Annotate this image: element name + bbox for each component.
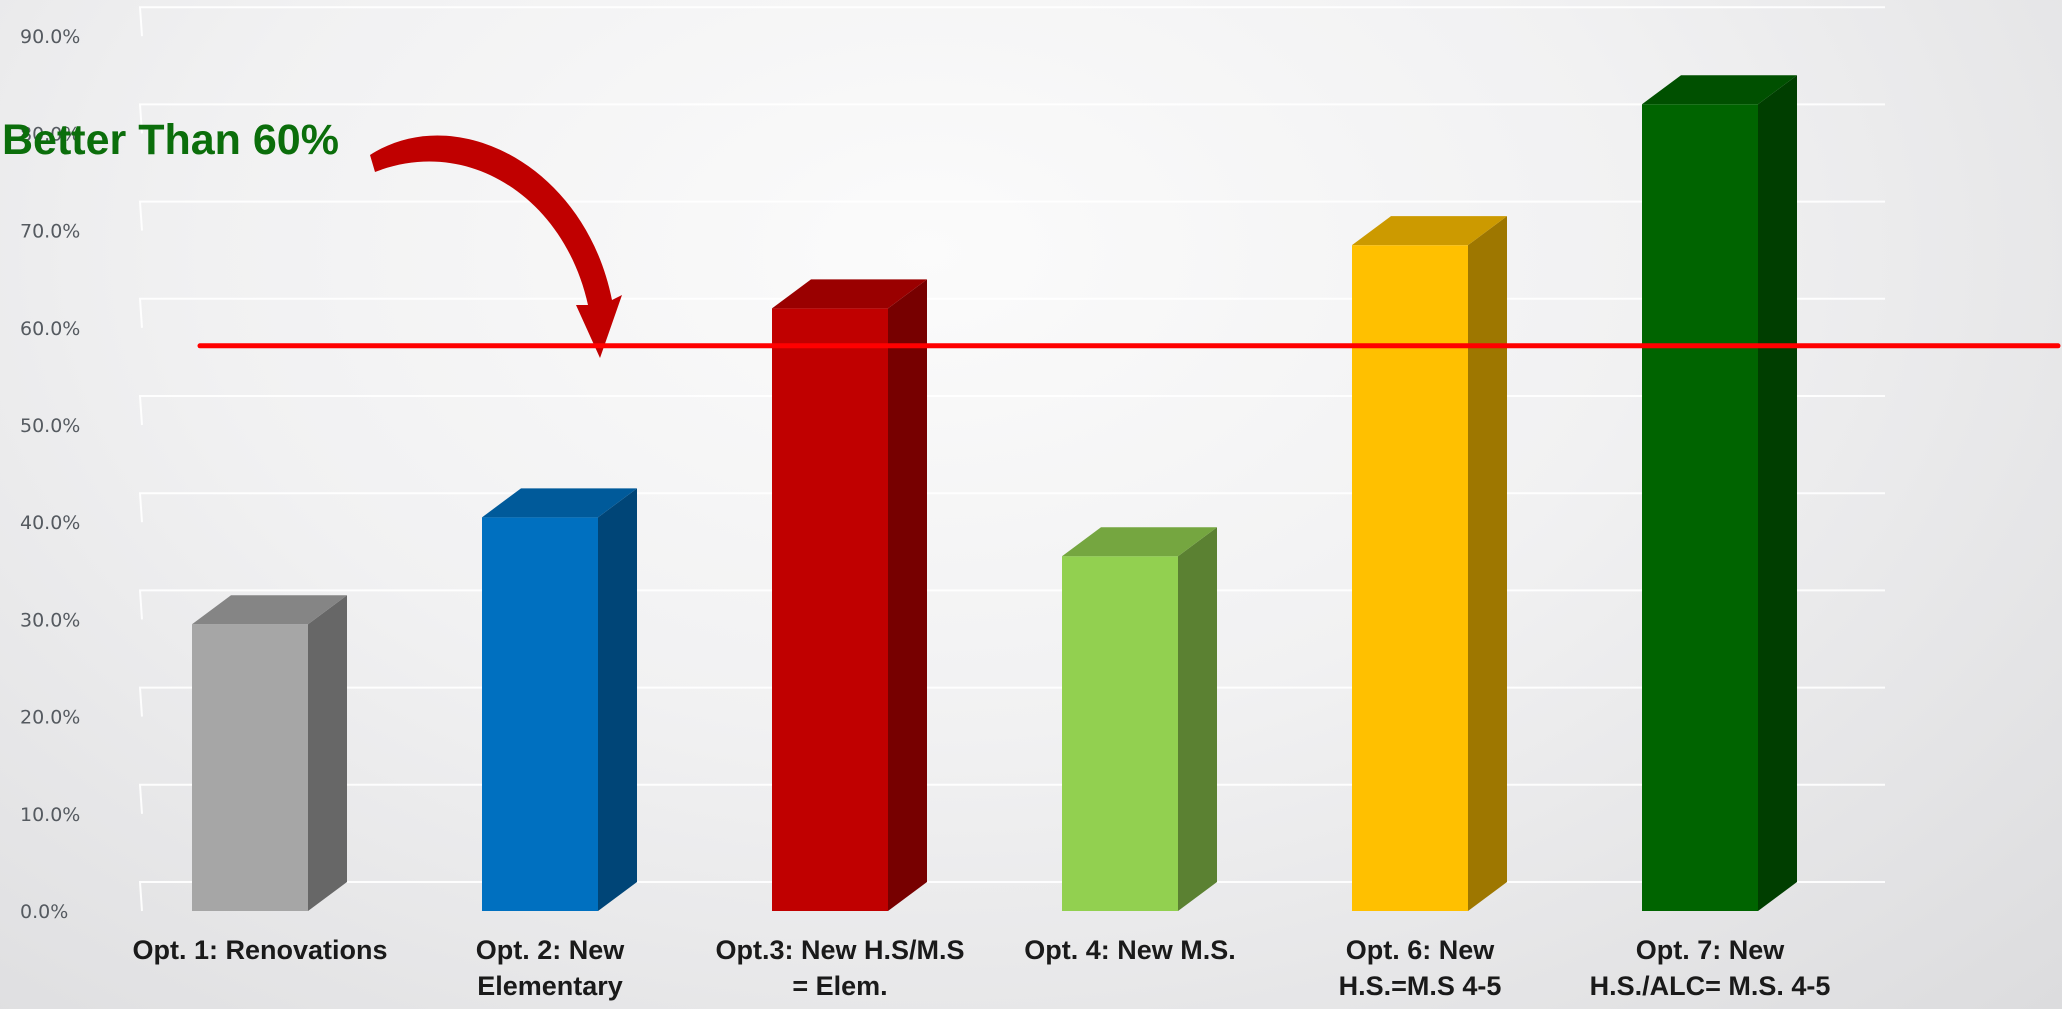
bar-front-face <box>1642 104 1758 912</box>
bar-front-face <box>1062 556 1178 911</box>
bar-top-face <box>192 595 347 625</box>
gridline <box>138 297 1885 328</box>
bar-top-face <box>772 279 927 309</box>
y-tick-label: 0.0% <box>20 901 68 923</box>
annotation-overlay: Better Than 60% <box>2 116 2061 358</box>
gridline <box>138 492 1885 523</box>
bar-top-face <box>1352 216 1507 246</box>
x-category-label: Opt. 4: New M.S. <box>1024 935 1236 965</box>
bar-top-face <box>1642 75 1797 105</box>
bar-front-face <box>192 624 308 911</box>
gridlines <box>138 6 1885 912</box>
x-category-label: Opt. 1: Renovations <box>132 935 387 965</box>
y-tick-label: 10.0% <box>20 804 80 826</box>
bars <box>192 75 1797 912</box>
curved-arrow-icon <box>370 135 622 358</box>
y-axis-tick-labels: 0.0% 10.0% 20.0% 30.0% 40.0% 50.0% 60.0% 70.0% 8… <box>20 26 80 923</box>
gridline <box>138 783 1885 814</box>
bar <box>1352 216 1507 911</box>
bar <box>772 279 927 911</box>
bar-side-face <box>308 595 347 911</box>
x-category-label: Opt. 2: New <box>476 935 626 965</box>
x-category-label: Elementary <box>477 971 623 1001</box>
x-category-label: H.S.=M.S 4-5 <box>1339 971 1502 1001</box>
y-tick-label: 60.0% <box>20 318 80 340</box>
x-category-label: Opt. 6: New <box>1346 935 1496 965</box>
bar <box>1062 527 1217 911</box>
gridline <box>138 6 1885 37</box>
x-category-label: Opt.3: New H.S/M.S <box>715 935 964 965</box>
bar-side-face <box>1758 75 1797 912</box>
x-category-label: H.S./ALC= M.S. 4-5 <box>1590 971 1831 1001</box>
bar-front-face <box>772 308 888 911</box>
x-category-label: = Elem. <box>792 971 887 1001</box>
gridline <box>138 881 1885 912</box>
gridline <box>138 103 1885 134</box>
x-category-label: Opt. 7: New <box>1636 935 1786 965</box>
bar-side-face <box>1468 216 1507 911</box>
bar-top-face <box>1062 527 1217 557</box>
bar <box>192 595 347 911</box>
bar-side-face <box>888 279 927 911</box>
bar-side-face <box>598 488 637 911</box>
bar <box>1642 75 1797 912</box>
gridline <box>138 589 1885 620</box>
gridline <box>138 395 1885 426</box>
x-axis-category-labels: Opt. 1: Renovations Opt. 2: New Elementary… <box>132 935 1830 1001</box>
bar-top-face <box>482 488 637 518</box>
y-tick-label: 30.0% <box>20 609 80 631</box>
bar-side-face <box>1178 527 1217 911</box>
y-tick-label: 40.0% <box>20 512 80 534</box>
y-tick-label: 50.0% <box>20 415 80 437</box>
bar-front-face <box>1352 245 1468 911</box>
bar <box>482 488 637 911</box>
y-tick-label: 80.0% <box>20 123 80 145</box>
annotation-label: Better Than 60% <box>2 116 339 164</box>
gridline <box>138 686 1885 717</box>
y-tick-label: 20.0% <box>20 707 80 729</box>
gridline <box>138 200 1885 231</box>
bar-front-face <box>482 517 598 911</box>
y-tick-label: 70.0% <box>20 221 80 243</box>
y-tick-label: 90.0% <box>20 26 80 48</box>
